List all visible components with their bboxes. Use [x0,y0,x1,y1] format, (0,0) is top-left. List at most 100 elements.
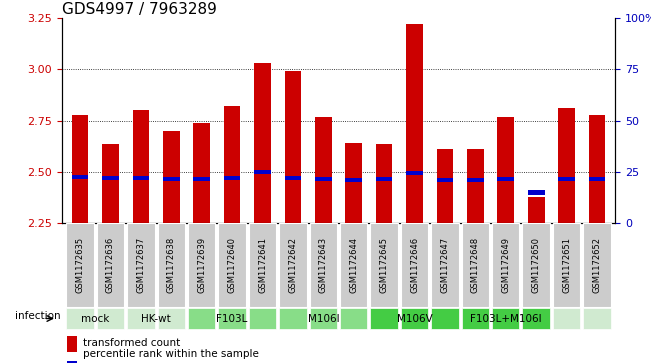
FancyBboxPatch shape [158,308,185,329]
Bar [224,176,240,180]
Bar [163,177,180,182]
FancyBboxPatch shape [188,223,215,307]
Text: GSM1172642: GSM1172642 [288,237,298,293]
Bar [72,115,89,223]
Bar [589,177,605,182]
Bar [284,72,301,223]
Bar [68,336,77,352]
FancyBboxPatch shape [188,308,215,329]
Bar [133,110,149,223]
FancyBboxPatch shape [583,223,611,307]
Text: GSM1172636: GSM1172636 [106,237,115,293]
Bar [589,115,605,223]
Text: M106V: M106V [396,314,432,323]
Text: GSM1172648: GSM1172648 [471,237,480,293]
Bar [284,176,301,180]
Bar [102,144,119,223]
Bar [497,117,514,223]
Bar [558,177,575,182]
Text: GSM1172641: GSM1172641 [258,237,267,293]
FancyBboxPatch shape [431,223,458,307]
FancyBboxPatch shape [219,308,246,329]
FancyBboxPatch shape [462,308,489,329]
Bar [315,177,331,182]
FancyBboxPatch shape [553,308,580,329]
FancyBboxPatch shape [370,308,398,329]
Bar [558,109,575,223]
FancyBboxPatch shape [492,308,519,329]
FancyBboxPatch shape [370,223,398,307]
Bar [254,63,271,223]
Bar [224,106,240,223]
Text: GSM1172649: GSM1172649 [501,237,510,293]
FancyBboxPatch shape [158,223,185,307]
Bar [376,177,393,182]
Text: GSM1172652: GSM1172652 [592,237,602,293]
Bar [72,175,89,179]
Bar [133,176,149,180]
Text: percentile rank within the sample: percentile rank within the sample [83,349,258,359]
Text: mock: mock [81,314,109,323]
FancyBboxPatch shape [401,308,428,329]
Text: GSM1172644: GSM1172644 [349,237,358,293]
Bar [346,178,362,183]
Text: infection: infection [16,311,61,321]
Bar [193,123,210,223]
FancyBboxPatch shape [97,308,124,329]
Text: GSM1172643: GSM1172643 [319,237,328,293]
Bar [315,117,331,223]
FancyBboxPatch shape [310,223,337,307]
Text: GSM1172638: GSM1172638 [167,237,176,293]
FancyBboxPatch shape [127,223,154,307]
Text: GSM1172640: GSM1172640 [228,237,236,293]
Text: transformed count: transformed count [83,338,180,348]
FancyBboxPatch shape [523,223,550,307]
Bar [406,24,423,223]
Text: F103L: F103L [216,314,248,323]
Text: F103L+M106I: F103L+M106I [470,314,542,323]
Text: GSM1172651: GSM1172651 [562,237,571,293]
FancyBboxPatch shape [310,308,337,329]
FancyBboxPatch shape [462,223,489,307]
Bar [193,177,210,182]
Text: M106I: M106I [307,314,339,323]
Bar [68,361,77,363]
Bar [467,150,484,223]
Bar [254,170,271,174]
Text: GSM1172647: GSM1172647 [441,237,449,293]
Text: HK-wt: HK-wt [141,314,171,323]
Bar [528,190,544,195]
FancyBboxPatch shape [279,223,307,307]
Bar [376,144,393,223]
Bar [346,143,362,223]
FancyBboxPatch shape [249,308,276,329]
FancyBboxPatch shape [431,308,458,329]
Bar [437,150,453,223]
FancyBboxPatch shape [249,223,276,307]
Bar [163,131,180,223]
FancyBboxPatch shape [583,308,611,329]
FancyBboxPatch shape [523,308,550,329]
FancyBboxPatch shape [97,223,124,307]
Text: GSM1172646: GSM1172646 [410,237,419,293]
FancyBboxPatch shape [219,223,246,307]
FancyBboxPatch shape [127,308,154,329]
FancyBboxPatch shape [340,308,367,329]
Bar [528,197,544,223]
FancyBboxPatch shape [340,223,367,307]
Text: GSM1172645: GSM1172645 [380,237,389,293]
Bar [467,178,484,183]
Text: GDS4997 / 7963289: GDS4997 / 7963289 [62,2,217,17]
FancyBboxPatch shape [66,223,94,307]
FancyBboxPatch shape [553,223,580,307]
FancyBboxPatch shape [279,308,307,329]
FancyBboxPatch shape [401,223,428,307]
Bar [437,178,453,183]
Text: GSM1172635: GSM1172635 [76,237,85,293]
FancyBboxPatch shape [66,308,94,329]
Bar [406,171,423,175]
Text: GSM1172639: GSM1172639 [197,237,206,293]
Text: GSM1172650: GSM1172650 [532,237,540,293]
Bar [102,176,119,180]
FancyBboxPatch shape [492,223,519,307]
